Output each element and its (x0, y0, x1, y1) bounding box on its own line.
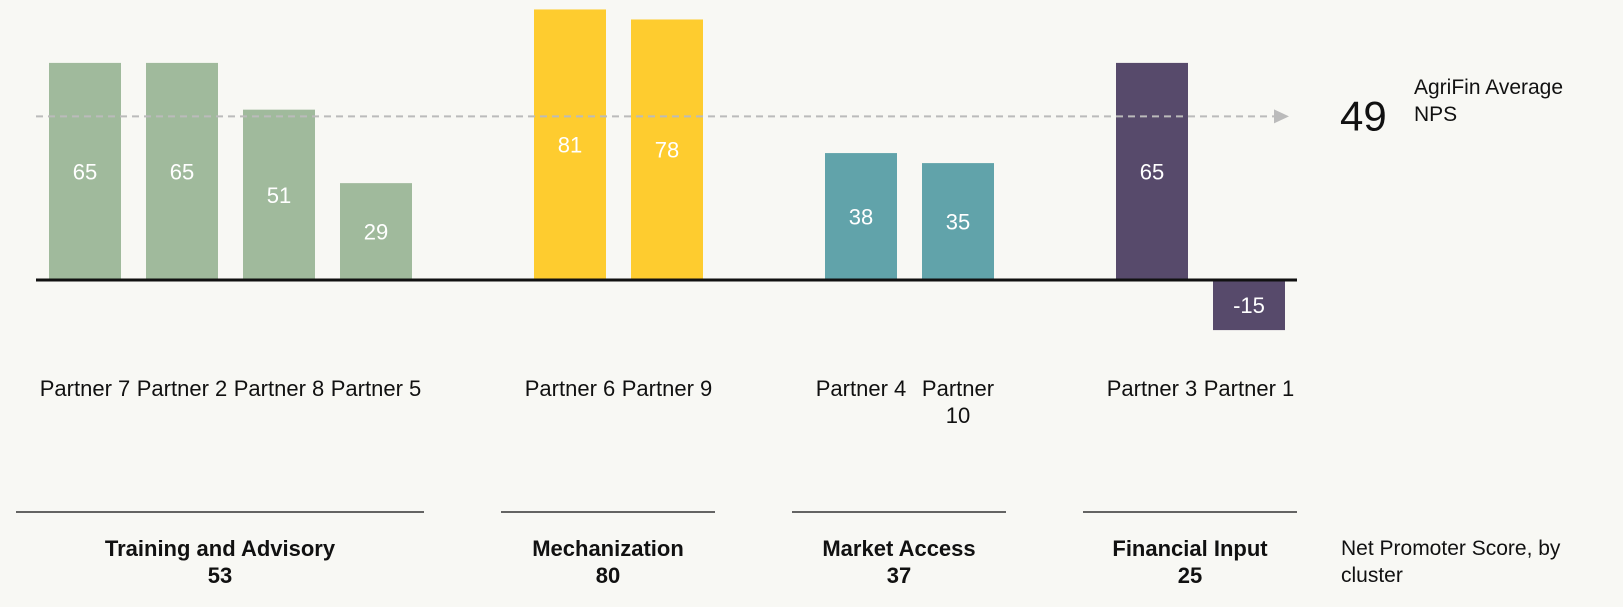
bar (146, 62, 218, 281)
bar (1213, 280, 1285, 331)
average-value: 49 (1340, 92, 1387, 139)
value-label: 65 (170, 159, 194, 184)
category-label: Partner 8 (233, 376, 325, 401)
value-label: 29 (364, 220, 388, 245)
category-label: Partner 10 (921, 376, 995, 428)
value-label: 35 (946, 210, 970, 235)
bar (534, 9, 606, 281)
category-label: Partner 4 (815, 376, 907, 401)
group-score: 53 (207, 563, 233, 588)
group-name: Mechanization (532, 536, 684, 561)
bar (825, 153, 897, 280)
average-label: AgriFin Average NPS (1414, 76, 1564, 127)
bar (243, 109, 315, 280)
group-name: Financial Input (1112, 536, 1268, 561)
group-name: Market Access (822, 536, 976, 561)
value-label: -15 (1233, 293, 1265, 318)
category-label: Partner 6 (524, 376, 616, 401)
bar (340, 183, 412, 280)
value-label: 81 (558, 133, 582, 158)
category-label: Partner 5 (330, 376, 422, 401)
footnote: Net Promoter Score, by cluster (1341, 537, 1561, 587)
value-label: 38 (849, 205, 873, 230)
value-label: 65 (1140, 159, 1164, 184)
value-label: 51 (267, 183, 291, 208)
value-label: 65 (73, 159, 97, 184)
group-score: 25 (1177, 563, 1203, 588)
average-arrow (1274, 109, 1289, 124)
group-score: 37 (886, 563, 912, 588)
group-name: Training and Advisory (104, 536, 336, 561)
bar (1116, 62, 1188, 281)
category-label: Partner 1 (1203, 376, 1295, 401)
bar (631, 19, 703, 280)
value-label: 78 (655, 138, 679, 163)
category-label: Partner 3 (1106, 376, 1198, 401)
group-score: 80 (595, 563, 621, 588)
category-label: Partner 2 (136, 376, 228, 401)
category-label: Partner 7 (39, 376, 131, 401)
bar (49, 62, 121, 281)
category-label: Partner 9 (621, 376, 713, 401)
bar (922, 163, 994, 280)
